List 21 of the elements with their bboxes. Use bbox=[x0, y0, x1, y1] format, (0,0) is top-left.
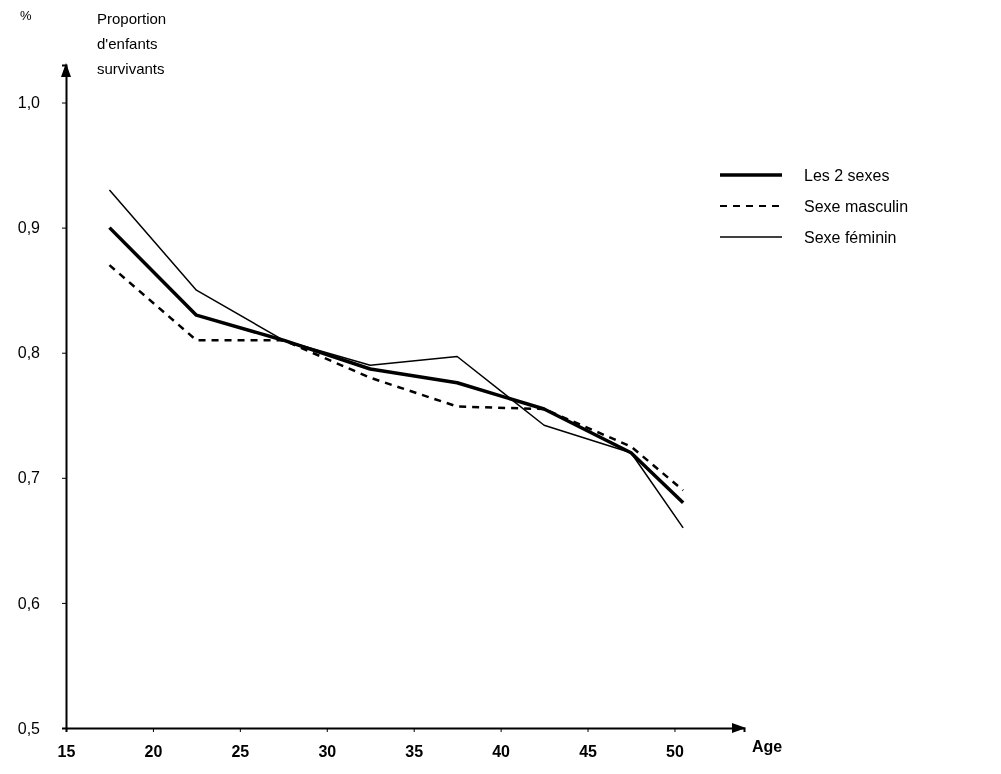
x-tick-label: 40 bbox=[492, 743, 511, 761]
text: % bbox=[20, 8, 32, 23]
x-tick-label: 50 bbox=[666, 743, 684, 761]
y-axis-title: Proportion d'enfants survivants bbox=[97, 10, 167, 77]
x-tick-label: 30 bbox=[318, 743, 337, 761]
legend-label: Les 2 sexes bbox=[804, 167, 890, 184]
x-tick-label: 20 bbox=[144, 743, 163, 761]
x-axis-title: Age bbox=[752, 738, 783, 755]
y-tick-label: 0,9 bbox=[17, 219, 41, 237]
x-tick-label: 35 bbox=[405, 743, 424, 761]
y-tick-label: 0,5 bbox=[17, 719, 41, 737]
legend-label: Sexe masculin bbox=[804, 198, 909, 215]
x-tick-label: 15 bbox=[57, 743, 76, 761]
x-tick-label: 45 bbox=[579, 743, 598, 761]
y-tick-label: 0,7 bbox=[17, 469, 41, 487]
y-tick-label: 0,8 bbox=[17, 344, 41, 362]
x-tick-label: 25 bbox=[231, 743, 250, 761]
y-tick-label: 1,0 bbox=[17, 94, 41, 112]
legend-label: Sexe féminin bbox=[804, 229, 897, 246]
line-series bbox=[108, 189, 684, 529]
y-tick-label: 0,6 bbox=[17, 594, 41, 612]
